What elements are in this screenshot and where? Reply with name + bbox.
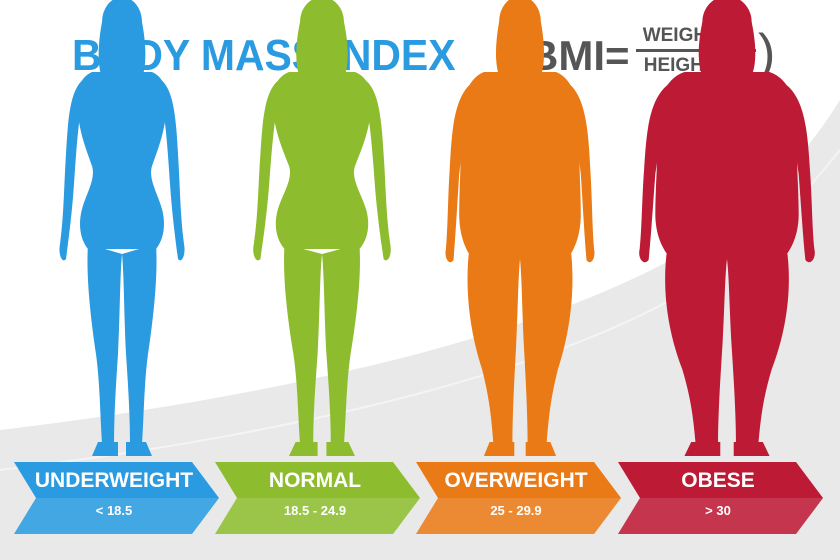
category-label: NORMAL [268, 469, 362, 492]
category-overweight: OVERWEIGHT 25 - 29.9 [416, 462, 626, 534]
bmi-label: BMI= [528, 32, 630, 79]
category-label: OBESE [681, 469, 755, 492]
category-range: < 18.5 [95, 503, 133, 518]
underweight-silhouette [59, 0, 185, 456]
overweight-silhouette [445, 0, 595, 456]
category-range: 18.5 - 24.9 [283, 503, 347, 518]
category-underweight: UNDERWEIGHT < 18.5 [14, 462, 224, 534]
normal-silhouette [253, 0, 391, 456]
category-normal: NORMAL 18.5 - 24.9 [215, 462, 425, 534]
category-range: > 30 [705, 503, 731, 518]
obese-silhouette [639, 0, 815, 456]
fraction-bar [636, 49, 756, 52]
category-label: UNDERWEIGHT [34, 469, 194, 492]
category-obese: OBESE > 30 [618, 462, 828, 534]
category-range: 25 - 29.9 [490, 503, 542, 518]
category-label: OVERWEIGHT [444, 469, 588, 492]
close-paren: ) [758, 24, 776, 82]
